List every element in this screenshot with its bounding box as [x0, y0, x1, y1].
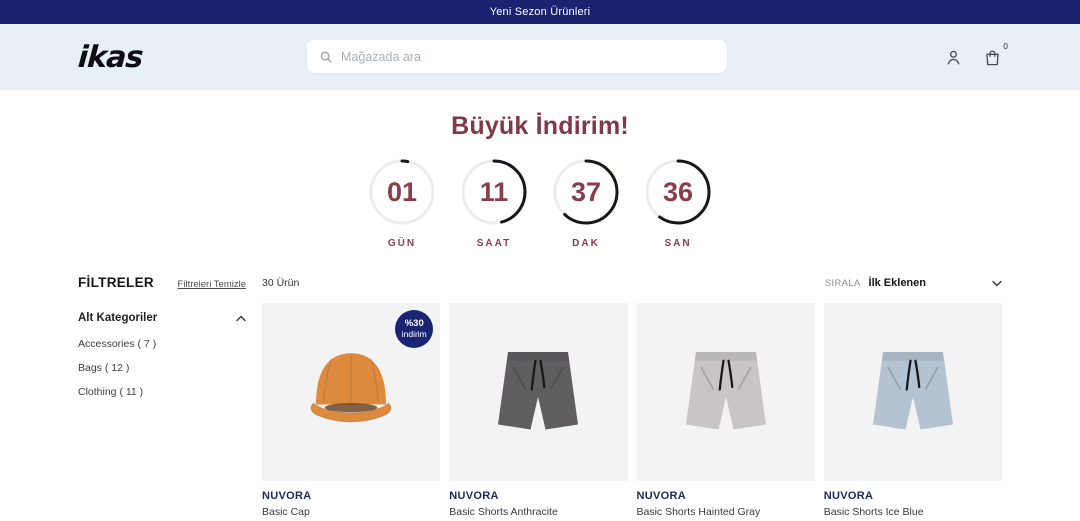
cart-icon: [986, 50, 999, 65]
product-info: NUVORA Basic Cap ₺ 20.00 ₺ 14.00: [262, 481, 440, 521]
product-image: [636, 303, 815, 481]
product-count: 30 Ürün: [262, 277, 300, 289]
chevron-down-icon: [992, 280, 1002, 286]
discount-percent: %30: [404, 317, 424, 329]
filter-item-accessories[interactable]: Accessories ( 7 ): [78, 338, 157, 350]
countdown-ring: [369, 159, 435, 225]
shorts-illustration: [498, 352, 579, 430]
sort-selected-value: İlk Eklenen: [868, 277, 926, 289]
product-image: [449, 303, 628, 481]
product-name: Basic Shorts Hainted Gray: [636, 506, 761, 518]
countdown-hours-label: SAAT: [476, 238, 512, 249]
countdown-days-value: 01: [386, 176, 418, 207]
product-listing: 30 Ürün SIRALA İlk Eklenen %30 indirim: [262, 275, 1002, 521]
content-area: FİLTRELER Filtreleri Temizle Alt Kategor…: [0, 249, 1080, 521]
product-card-shorts-anthracite[interactable]: NUVORA Basic Shorts Anthracite ₺ 18.00: [449, 303, 628, 521]
countdown-ring: [553, 159, 619, 225]
clear-filters-link[interactable]: Filtreleri Temizle: [177, 279, 246, 290]
shorts-illustration: [872, 352, 953, 430]
product-grid: %30 indirim NUVORA Basic Cap ₺ 20.00: [262, 303, 1002, 521]
product-info: NUVORA Basic Shorts Ice Blue ₺ 18.00: [824, 481, 1002, 521]
countdown-seconds: 36 SAN: [643, 157, 713, 249]
countdown-minutes: 37 DAK: [551, 157, 621, 249]
product-name: Basic Cap: [262, 506, 310, 518]
announcement-text: Yeni Sezon Ürünleri: [489, 6, 591, 18]
product-brand: NUVORA: [823, 490, 874, 502]
product-name: Basic Shorts Anthracite: [449, 506, 558, 518]
filter-item-bags[interactable]: Bags ( 12 ): [78, 362, 130, 374]
filters-title: FİLTRELER: [78, 275, 154, 290]
cart-button[interactable]: 0: [983, 41, 1008, 67]
promo-title: Büyük İndirim!: [451, 112, 629, 140]
filter-group-subcategories[interactable]: Alt Kategoriler: [78, 312, 246, 324]
account-button[interactable]: [944, 48, 963, 67]
countdown-seconds-value: 36: [662, 176, 694, 207]
header-icons: 0: [944, 24, 1008, 90]
countdown-timer: 01 GÜN 11 SAAT 37 DAK: [0, 157, 1080, 249]
chevron-up-icon: [236, 315, 246, 321]
announcement-banner: Yeni Sezon Ürünleri: [0, 0, 1080, 24]
sort-label: SIRALA: [824, 277, 861, 289]
countdown-hours: 11 SAAT: [459, 157, 529, 249]
countdown-minutes-label: DAK: [572, 238, 600, 249]
product-info: NUVORA Basic Shorts Anthracite ₺ 18.00: [449, 481, 627, 521]
product-brand: NUVORA: [449, 490, 499, 502]
product-name: Basic Shorts Ice Blue: [823, 506, 924, 518]
product-card-shorts-ice-blue[interactable]: NUVORA Basic Shorts Ice Blue ₺ 18.00: [823, 303, 1002, 521]
cap-illustration: [310, 353, 392, 423]
site-header: ikas 0: [0, 24, 1080, 90]
search-bar[interactable]: [307, 40, 727, 73]
countdown-ring: [645, 159, 711, 225]
product-info: NUVORA Basic Shorts Hainted Gray ₺ 18.00: [637, 481, 815, 521]
product-image: %30 indirim: [262, 303, 441, 481]
search-icon: [320, 51, 332, 63]
cart-count-badge: 0: [1003, 40, 1008, 51]
countdown-minutes-value: 37: [570, 176, 602, 207]
countdown-hours-value: 11: [479, 176, 509, 207]
countdown-days-label: GÜN: [387, 238, 417, 249]
store-logo[interactable]: ikas: [76, 39, 144, 75]
countdown-ring: [461, 159, 527, 225]
product-brand: NUVORA: [636, 490, 686, 502]
product-card-basic-cap[interactable]: %30 indirim NUVORA Basic Cap ₺ 20.00: [262, 303, 441, 521]
product-brand: NUVORA: [262, 490, 312, 502]
search-input[interactable]: [341, 49, 715, 64]
product-card-shorts-hainted-gray[interactable]: NUVORA Basic Shorts Hainted Gray ₺ 18.00: [636, 303, 815, 521]
countdown-seconds-label: SAN: [664, 238, 692, 249]
discount-badge: %30 indirim: [395, 310, 434, 348]
filter-group-label: Alt Kategoriler: [78, 312, 158, 324]
discount-word: indirim: [401, 328, 427, 339]
listing-toolbar: 30 Ürün SIRALA İlk Eklenen: [262, 275, 1002, 291]
promo-section: Büyük İndirim! 01 GÜN 11 SAAT: [0, 90, 1080, 249]
user-icon: [947, 50, 960, 65]
filters-sidebar: FİLTRELER Filtreleri Temizle Alt Kategor…: [78, 275, 246, 521]
product-image: [823, 303, 1002, 481]
shorts-illustration: [685, 352, 766, 430]
sort-dropdown[interactable]: SIRALA İlk Eklenen: [825, 277, 1002, 289]
countdown-days: 01 GÜN: [367, 157, 437, 249]
filter-item-clothing[interactable]: Clothing ( 11 ): [78, 386, 144, 398]
